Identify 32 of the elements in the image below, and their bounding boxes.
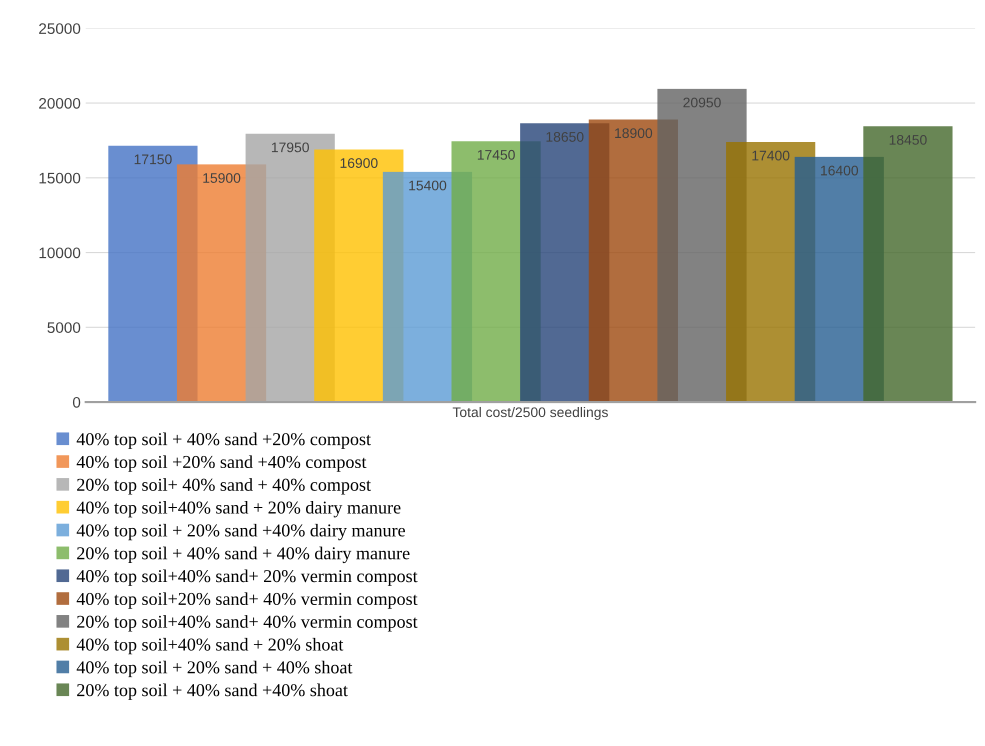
data-label: 18900 — [615, 128, 652, 138]
data-label: 17450 — [478, 150, 515, 160]
data-label: 17150 — [134, 154, 172, 164]
y-tick-label: 15000 — [40, 172, 80, 184]
y-tick-label: 20000 — [39, 98, 80, 109]
legend-label: 20% top soil + 40% sand +40% shoat — [77, 684, 348, 700]
legend-label: 40% top soil+40% sand + 20% shoat — [76, 638, 344, 654]
legend-label: 20% top soil+40% sand+ 40% vermin compost — [77, 615, 418, 632]
data-label: 18450 — [890, 134, 927, 145]
legend-label: 40% top soil +20% sand +40% compost — [76, 455, 366, 472]
x-tick-label: Total cost/2500 seedlings — [452, 406, 608, 420]
legend-label: 40% top soil+20% sand+ 40% vermin compost — [76, 592, 418, 609]
legend-label: 20% top soil + 40% sand + 40% dairy manure — [77, 546, 410, 564]
data-label: 16400 — [821, 166, 858, 176]
legend-label: 40% top soil + 20% sand +40% dairy manure — [76, 524, 405, 540]
data-label: 16900 — [340, 158, 378, 168]
y-tick-label: 25000 — [39, 23, 80, 34]
legend-label: 20% top soil+ 40% sand + 40% compost — [77, 478, 371, 495]
legend-label: 40% top soil+40% sand+ 20% vermin compost — [76, 570, 418, 586]
data-label: 15900 — [203, 173, 240, 183]
y-tick-label: 10000 — [40, 247, 80, 258]
bar — [863, 126, 953, 402]
data-label: 18650 — [546, 132, 584, 142]
y-tick-label: 5000 — [47, 322, 80, 334]
data-label: 15400 — [409, 180, 446, 190]
legend-label: 40% top soil + 40% sand +20% compost — [76, 432, 371, 449]
legend-label: 40% top soil + 20% sand + 40% shoat — [76, 660, 352, 678]
y-tick-label: 0 — [72, 396, 80, 408]
data-label: 17950 — [272, 142, 309, 152]
data-label: 20950 — [683, 98, 721, 108]
data-label: 17400 — [752, 150, 790, 160]
legend-label: 40% top soil+40% sand + 20% dairy manure — [76, 500, 400, 518]
